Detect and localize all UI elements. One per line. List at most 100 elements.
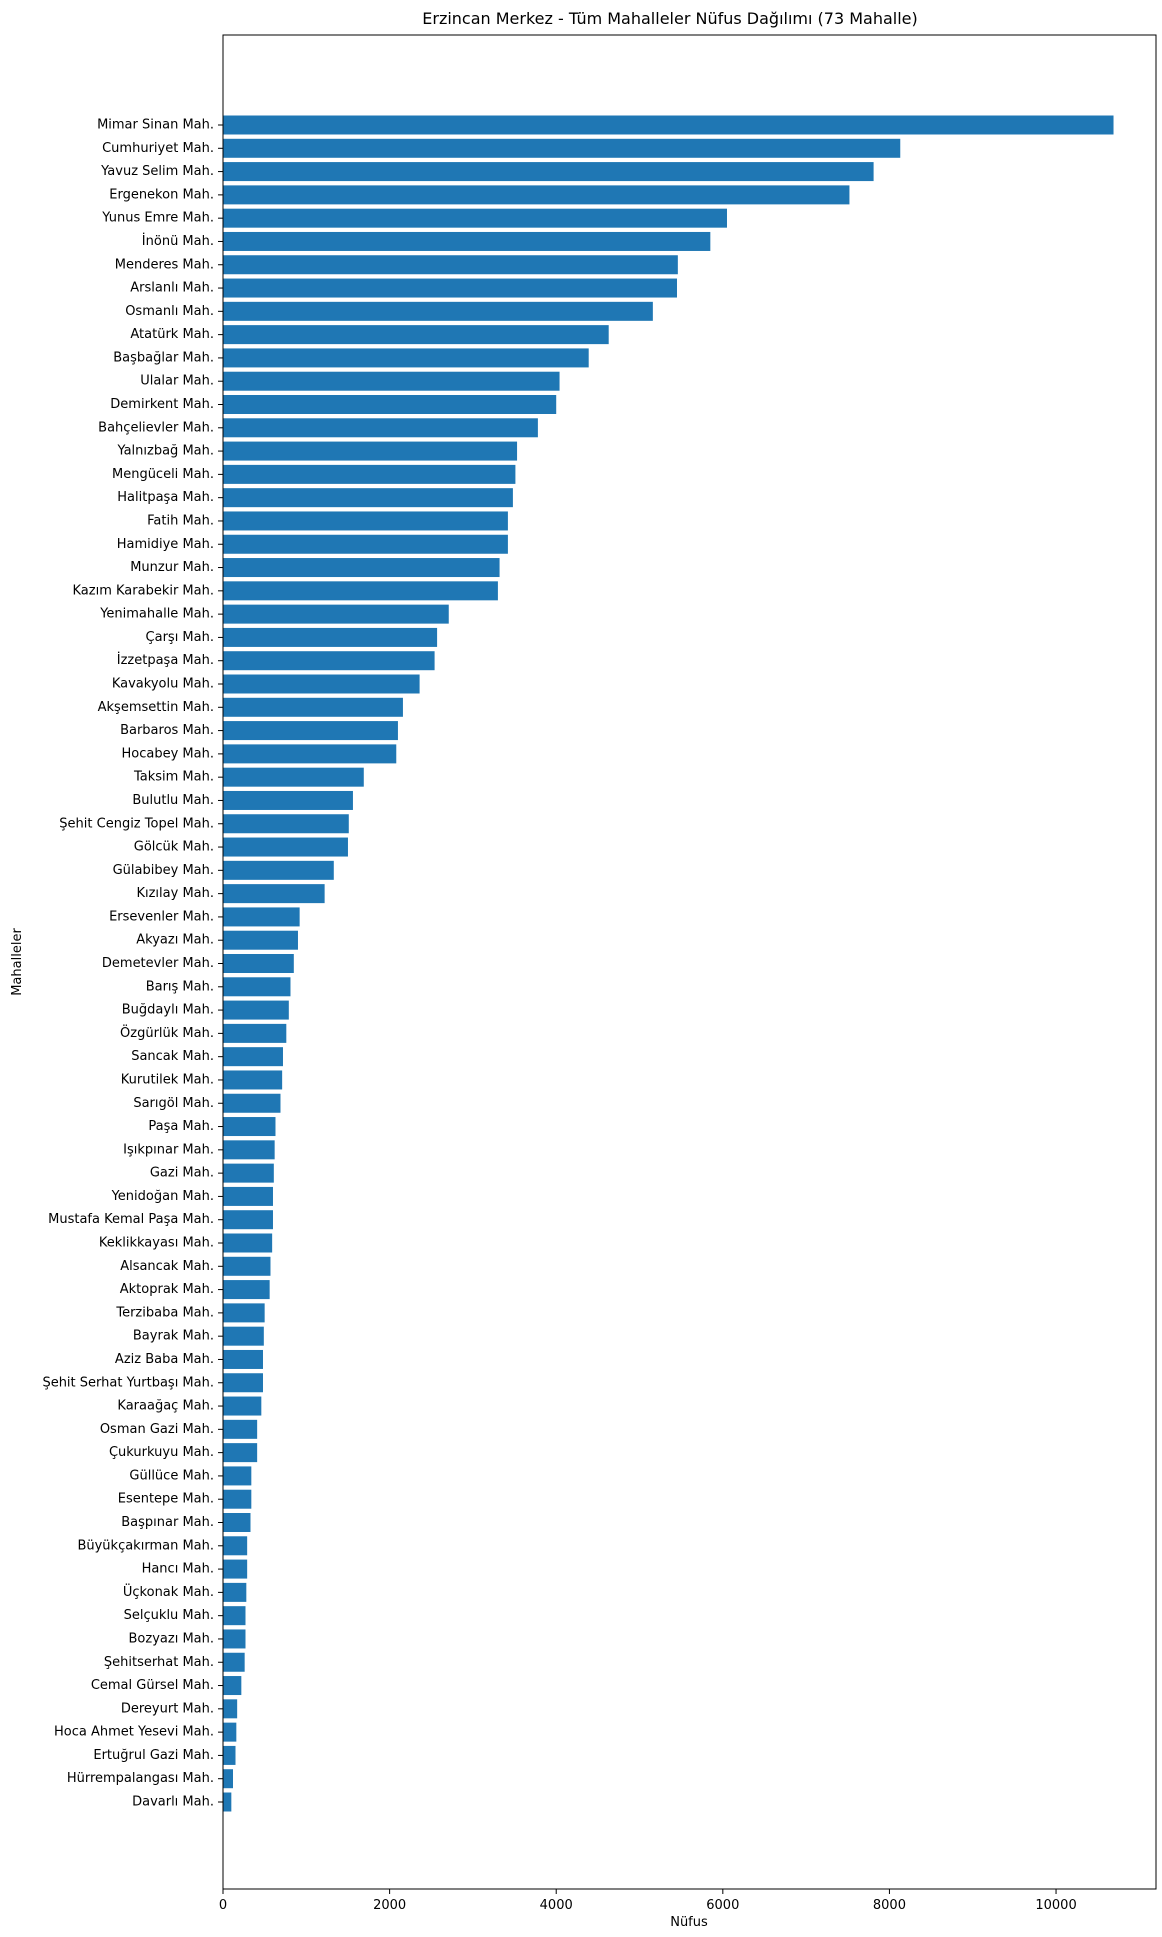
- bar: [223, 1163, 274, 1183]
- y-tick-label: Dereyurt Mah.: [121, 1701, 214, 1716]
- y-tick-label: Yenimahalle Mah.: [99, 607, 214, 622]
- bar: [223, 674, 420, 694]
- y-tick-label: Yunus Emre Mah.: [101, 211, 214, 226]
- bar: [223, 348, 589, 368]
- x-tick-label: 10000: [1035, 1898, 1076, 1913]
- bar: [223, 767, 364, 787]
- bar: [223, 534, 508, 554]
- y-tick-label: Barbaros Mah.: [120, 723, 214, 738]
- y-tick-label: Demetevler Mah.: [102, 956, 214, 971]
- y-tick-label: Akşemsettin Mah.: [98, 700, 214, 715]
- y-tick-label: Mengüceli Mah.: [112, 467, 214, 482]
- bar: [223, 441, 518, 461]
- y-tick-label: Alsancak Mah.: [120, 1259, 214, 1274]
- x-tick-label: 0: [219, 1898, 227, 1913]
- y-tick-label: Güllüce Mah.: [129, 1468, 214, 1483]
- y-tick-label: Gülabibey Mah.: [113, 863, 214, 878]
- bar: [223, 1443, 258, 1463]
- bar: [223, 1396, 262, 1416]
- bar: [223, 1233, 273, 1253]
- y-tick-label: Kurutilek Mah.: [121, 1072, 214, 1087]
- bar: [223, 208, 727, 228]
- y-tick-label: Özgürlük Mah.: [120, 1024, 214, 1041]
- bar: [223, 1303, 265, 1323]
- y-tick-label: Barış Mah.: [146, 979, 214, 994]
- y-tick-label: Cemal Gürsel Mah.: [91, 1678, 214, 1693]
- bar: [223, 1513, 251, 1532]
- y-tick-label: Hoca Ahmet Yesevi Mah.: [54, 1725, 214, 1740]
- bar: [223, 907, 300, 927]
- y-tick-label: Cumhuriyet Mah.: [102, 141, 214, 156]
- y-tick-label: Çarşı Mah.: [146, 630, 214, 645]
- bar: [223, 1582, 247, 1602]
- bar: [223, 790, 353, 810]
- y-tick-label: Gazi Mah.: [150, 1166, 214, 1181]
- y-tick-label: Şehitserhat Mah.: [104, 1655, 214, 1670]
- bar: [223, 1699, 238, 1719]
- bar: [223, 1047, 283, 1067]
- bar: [223, 837, 348, 857]
- y-tick-label: Şehit Serhat Yurtbaşı Mah.: [42, 1375, 214, 1390]
- y-tick-label: Kızılay Mah.: [136, 886, 214, 901]
- x-tick-labels: 0 2000 4000 6000 8000 10000: [219, 1889, 1077, 1913]
- bar: [223, 1466, 252, 1486]
- bar: [223, 697, 403, 717]
- x-tick-label: 4000: [540, 1898, 573, 1913]
- y-tick-label: Kazım Karabekir Mah.: [73, 583, 215, 598]
- bar: [223, 1186, 273, 1206]
- y-tick-label: Davarlı Mah.: [132, 1795, 214, 1810]
- y-tick-label: Atatürk Mah.: [130, 327, 214, 342]
- y-tick-label: Menderes Mah.: [115, 257, 214, 272]
- y-tick-label: Akyazı Mah.: [136, 933, 214, 948]
- y-tick-label: Hocabey Mah.: [122, 746, 214, 761]
- bar: [223, 488, 513, 508]
- bar: [223, 395, 557, 414]
- bar: [223, 1559, 248, 1579]
- x-tick-label: 2000: [373, 1898, 406, 1913]
- bar: [223, 115, 1114, 135]
- bar: [223, 1489, 252, 1509]
- y-axis-title: Mahalleler: [10, 928, 25, 996]
- x-tick-label: 8000: [873, 1898, 906, 1913]
- bar: [223, 884, 325, 904]
- bar: [223, 1722, 237, 1742]
- y-tick-label: Terzibaba Mah.: [115, 1305, 214, 1320]
- y-tick-label: Selçuklu Mah.: [124, 1608, 214, 1623]
- bar: [223, 1093, 281, 1113]
- bar: [223, 1280, 270, 1300]
- bar: [223, 558, 500, 578]
- y-tick-labels: Mimar Sinan Mah. Cumhuriyet Mah. Yavuz Sel…: [42, 118, 223, 1810]
- y-tick-label: Osman Gazi Mah.: [100, 1422, 214, 1437]
- bar: [223, 1792, 232, 1812]
- bar: [223, 1023, 287, 1043]
- y-tick-label: Ertuğrul Gazi Mah.: [93, 1748, 214, 1763]
- bar: [223, 1606, 246, 1626]
- y-tick-label: Aziz Baba Mah.: [115, 1352, 214, 1367]
- y-tick-label: İnönü Mah.: [142, 233, 214, 249]
- bar: [223, 627, 438, 647]
- bar: [223, 1652, 245, 1672]
- bar: [223, 651, 435, 671]
- y-tick-label: Ulalar Mah.: [140, 374, 214, 389]
- y-tick-label: Bahçelievler Mah.: [98, 420, 214, 435]
- bar: [223, 1326, 264, 1346]
- y-tick-label: Karaağaç Mah.: [117, 1399, 214, 1414]
- y-tick-label: Aktoprak Mah.: [120, 1282, 214, 1297]
- y-tick-label: Ergenekon Mah.: [109, 187, 214, 202]
- y-tick-label: Hürrempalangası Mah.: [67, 1771, 214, 1786]
- bar: [223, 464, 516, 484]
- bar: [223, 814, 349, 834]
- y-tick-label: Paşa Mah.: [148, 1119, 214, 1134]
- bars-layer: [223, 115, 1114, 1812]
- y-tick-label: Üçkonak Mah.: [123, 1583, 214, 1600]
- y-tick-label: Taksim Mah.: [133, 770, 214, 785]
- bar: [223, 301, 653, 321]
- y-tick-label: Sarıgöl Mah.: [133, 1096, 214, 1111]
- bar: [223, 371, 560, 391]
- bar: [223, 1629, 246, 1649]
- y-tick-label: Arslanlı Mah.: [130, 281, 214, 296]
- bar: [223, 721, 398, 741]
- y-tick-label: Yavuz Selim Mah.: [100, 164, 214, 179]
- bar: [223, 1070, 283, 1090]
